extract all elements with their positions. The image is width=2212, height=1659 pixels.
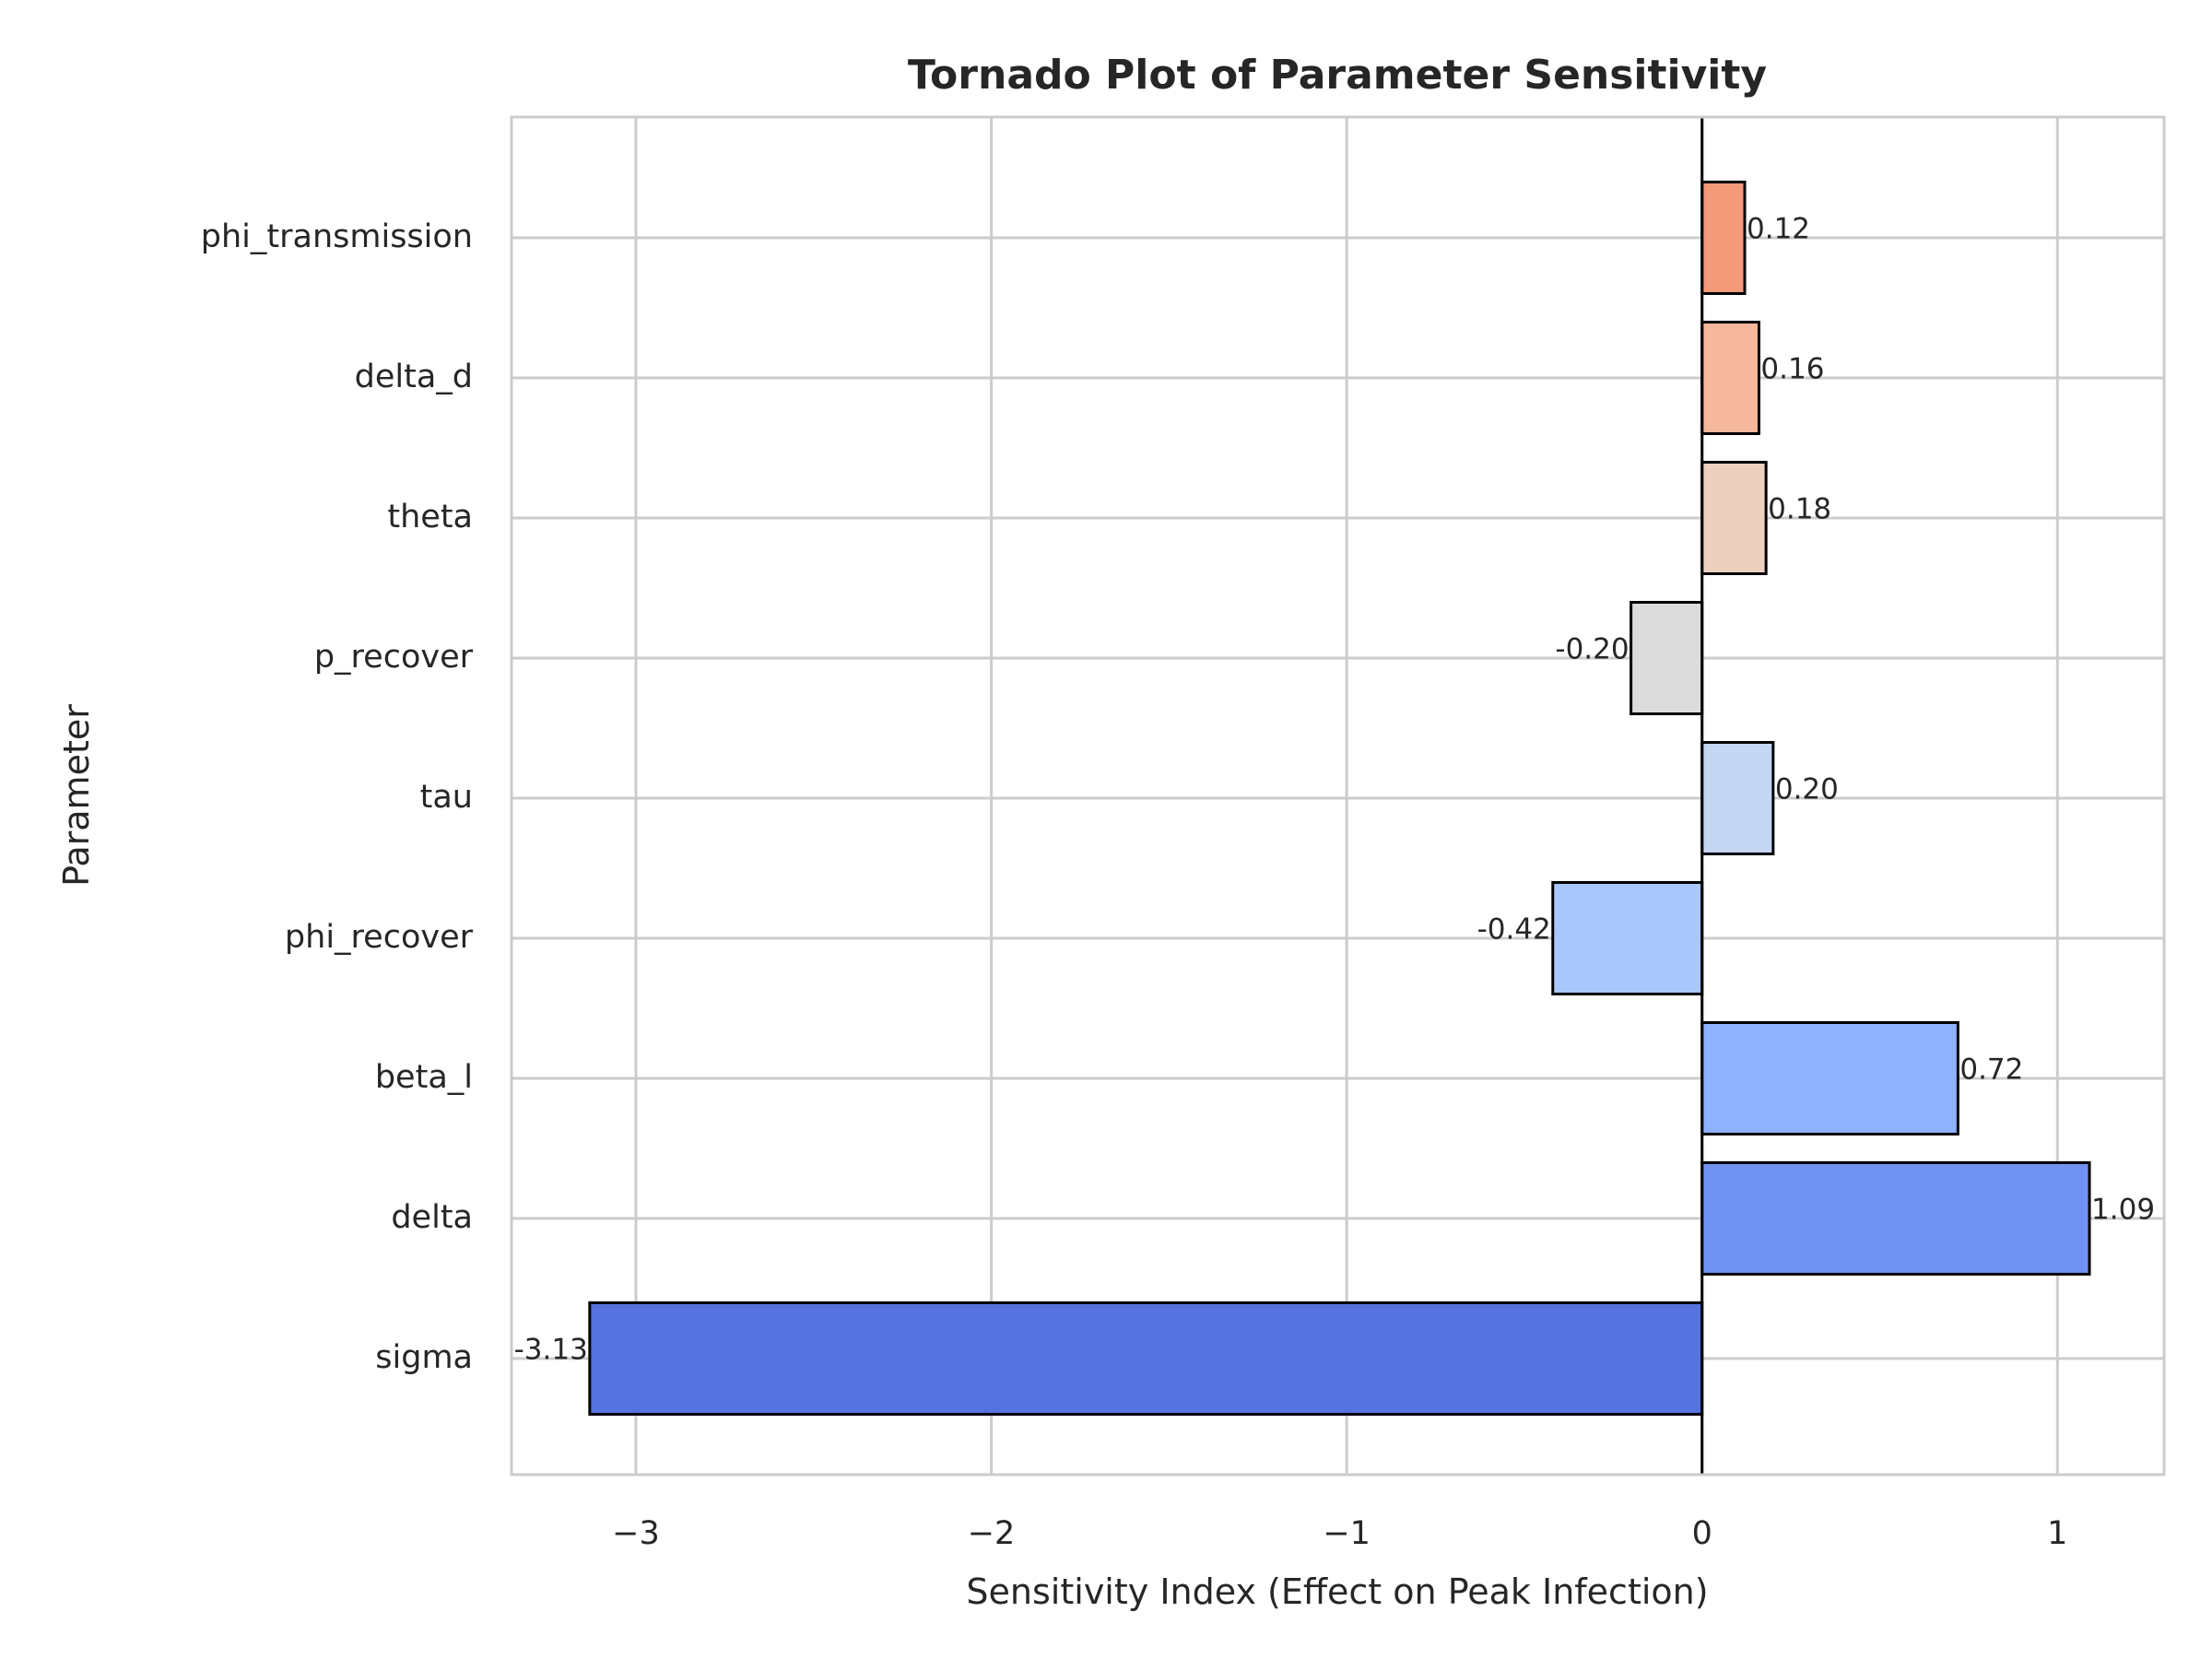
bar-p_recover [1630, 601, 1704, 715]
y-axis-label: Parameter [56, 704, 97, 887]
x-tick-label: −2 [968, 1515, 1016, 1552]
bars [588, 181, 2091, 1416]
y-tick-labels: sigma delta beta_l phi_recover tau p_recover t… [201, 218, 474, 1376]
x-tick-labels: −3 −2 −1 0 1 [612, 1515, 2067, 1552]
bar-delta_d [1700, 321, 1760, 435]
bar-phi_recover [1551, 881, 1704, 995]
grid [512, 117, 2164, 1475]
y-tick-label-delta: delta [391, 1199, 473, 1236]
x-tick-label: 0 [1692, 1515, 1712, 1552]
x-tick-label: −1 [1323, 1515, 1371, 1552]
data-label-theta: 0.18 [1768, 493, 1831, 526]
bar-sigma [588, 1301, 1704, 1416]
y-tick-label-delta_d: delta_d [355, 359, 473, 395]
plot-frame [510, 115, 2166, 1477]
bar-tau [1700, 741, 1775, 855]
data-label-phi_recover: -0.42 [1477, 913, 1551, 947]
y-tick-label-p_recover: p_recover [314, 639, 474, 676]
chart-title: Tornado Plot of Parameter Sensitivity [908, 52, 1767, 99]
bar-theta [1700, 461, 1768, 575]
data-labels: -3.13 1.09 0.72 -0.42 0.20 -0.20 0.18 0.16 0.12 [514, 213, 2155, 1367]
data-label-sigma: -3.13 [514, 1334, 588, 1367]
y-tick-label-phi_recover: phi_recover [285, 919, 474, 956]
y-tick-label-tau: tau [420, 779, 473, 816]
y-tick-label-beta_l: beta_l [375, 1059, 473, 1096]
data-label-phi_transmission: 0.12 [1747, 213, 1810, 246]
x-tick-label: −3 [612, 1515, 660, 1552]
data-label-delta: 1.09 [2091, 1194, 2155, 1227]
x-axis-label: Sensitivity Index (Effect on Peak Infect… [966, 1571, 1708, 1612]
bar-phi_transmission [1700, 181, 1747, 295]
y-tick-label-theta: theta [387, 499, 473, 535]
x-tick-label: 1 [2047, 1515, 2067, 1552]
data-label-beta_l: 0.72 [1959, 1053, 2023, 1087]
data-label-delta_d: 0.16 [1760, 353, 1824, 386]
data-label-tau: 0.20 [1775, 773, 1839, 806]
data-label-p_recover: -0.20 [1555, 633, 1629, 666]
bar-beta_l [1700, 1021, 1959, 1135]
y-tick-label-phi_transmission: phi_transmission [201, 218, 473, 255]
bar-delta [1700, 1161, 2091, 1276]
y-tick-label-sigma: sigma [375, 1339, 473, 1376]
